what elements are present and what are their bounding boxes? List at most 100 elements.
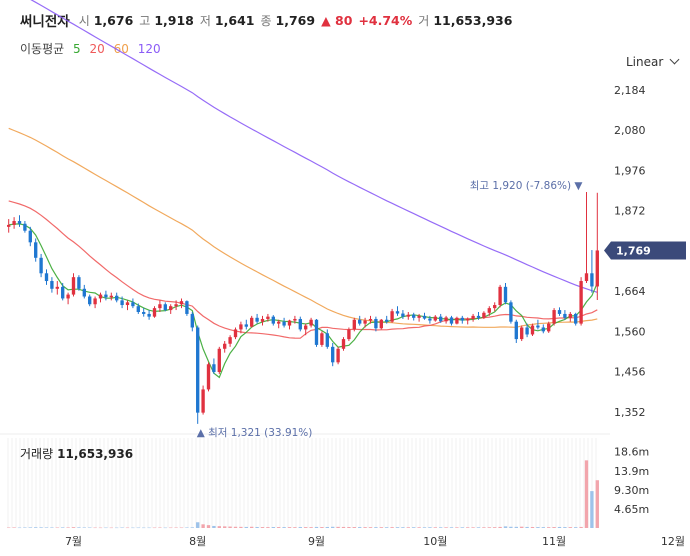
candle-body	[212, 364, 216, 372]
price-tick-label: 1,976	[614, 164, 646, 177]
volume-bar	[239, 526, 243, 528]
volume-bar	[287, 527, 292, 528]
candle	[503, 282, 508, 305]
candle-body	[304, 325, 308, 330]
candle	[433, 315, 437, 322]
volume-bar	[260, 527, 265, 528]
candle-body	[174, 304, 178, 307]
candle-body	[109, 295, 113, 298]
moving-average-lines	[8, 0, 598, 379]
month-tick-label: 9월	[308, 535, 325, 548]
candle-body	[417, 315, 421, 318]
candle	[595, 192, 599, 300]
candle-body	[223, 343, 227, 349]
candle-body	[520, 327, 524, 340]
volume-tick-label: 18.6m	[614, 446, 649, 459]
volume-bar	[93, 527, 97, 529]
volume-bar	[547, 527, 551, 528]
candle	[439, 313, 443, 323]
candle	[255, 313, 259, 324]
volume-bar	[190, 527, 194, 528]
candle-body	[336, 348, 340, 363]
price-tick-label: 2,184	[614, 84, 646, 97]
candle	[385, 315, 389, 324]
candle	[320, 331, 324, 347]
candle	[260, 315, 265, 326]
candle	[493, 302, 497, 312]
candle-body	[23, 223, 27, 231]
candle-body	[331, 346, 335, 363]
moving-average-label: 이동평균	[20, 42, 65, 56]
candle	[363, 317, 367, 328]
volume-bar	[584, 460, 589, 528]
month-tick-label: 12월	[661, 535, 685, 548]
candle-body	[120, 300, 124, 306]
candle	[39, 253, 43, 278]
volume-bar	[309, 527, 313, 528]
candle-body	[536, 325, 540, 328]
candle	[50, 277, 54, 293]
candle-body	[358, 319, 362, 324]
candle-body	[547, 323, 551, 332]
candle-body	[401, 313, 405, 317]
volume-bar	[395, 527, 400, 528]
volume-bar	[23, 527, 27, 528]
candle-body	[228, 337, 232, 344]
candle-body	[250, 317, 254, 327]
candle-body	[55, 286, 59, 289]
candle	[77, 275, 81, 291]
candle	[28, 226, 32, 247]
ma5-line	[8, 223, 598, 379]
month-tick-label: 8월	[189, 535, 206, 548]
candle	[412, 312, 416, 321]
volume-bar	[136, 527, 140, 529]
candle-body	[471, 315, 475, 319]
price-tick-label: 1,872	[614, 205, 646, 218]
candle	[233, 327, 238, 340]
candle	[466, 317, 470, 325]
price-tick-label: 1,456	[614, 366, 646, 379]
candle	[212, 358, 216, 374]
candle-body	[244, 324, 248, 327]
candle	[590, 250, 594, 293]
volume-bar	[228, 526, 232, 528]
volume-bar	[579, 526, 583, 528]
scale-label: Linear	[626, 55, 664, 69]
volume-bar	[401, 527, 405, 528]
volume-bar	[379, 527, 383, 528]
candle	[482, 311, 486, 319]
candle	[358, 315, 362, 326]
price-tick-label: 1,560	[614, 325, 646, 338]
candle-body	[66, 294, 70, 299]
volume-bar	[325, 526, 329, 528]
candle-body	[115, 295, 119, 301]
candle-body	[574, 313, 578, 324]
volume-bar	[201, 524, 205, 528]
candle-body	[530, 325, 535, 335]
volume-bar	[563, 527, 567, 528]
volume-bar	[433, 527, 437, 528]
volume-bar	[476, 527, 481, 528]
volume-bar	[358, 527, 362, 528]
candle-body	[7, 224, 11, 227]
volume-bar	[98, 527, 103, 529]
volume-tick-label: 13.9m	[614, 465, 649, 478]
candle	[93, 296, 97, 309]
candle-body	[487, 308, 491, 313]
volume-bar	[174, 527, 178, 529]
candle-body	[347, 329, 351, 340]
volume-bar	[206, 525, 211, 528]
candle	[179, 298, 184, 309]
volume-bar	[574, 527, 578, 528]
candle	[287, 319, 292, 330]
volume-bar	[341, 526, 346, 528]
volume-bar	[271, 527, 275, 528]
time-axis: 7월 8월 9월 10월 11월 12월	[65, 535, 685, 548]
open-label: 시	[78, 13, 90, 28]
volume-bar	[428, 527, 432, 528]
candle-body	[233, 329, 238, 338]
scale-selector[interactable]: Linear	[626, 54, 680, 69]
candle-body	[163, 304, 167, 311]
high-label: 고	[139, 13, 151, 28]
